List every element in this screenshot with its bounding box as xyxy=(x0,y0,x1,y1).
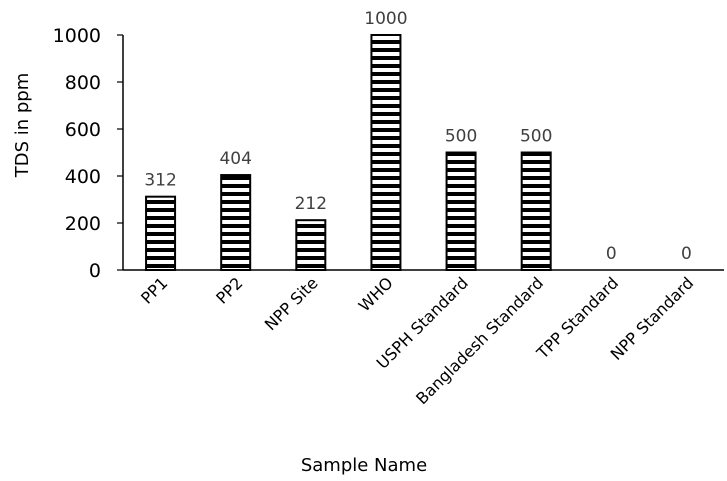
bars: 312 404 212 1000 500 500 0 0 xyxy=(144,9,692,271)
y-tick-label: 0 xyxy=(89,260,101,282)
bar-who xyxy=(370,34,402,271)
y-tick-label: 400 xyxy=(65,166,101,188)
data-label: 212 xyxy=(295,194,327,214)
x-tick-label: PP2 xyxy=(212,273,246,307)
bar-usph-standard xyxy=(445,151,477,271)
x-axis-title: Sample Name xyxy=(301,455,427,476)
data-label: 1000 xyxy=(364,9,407,29)
y-tick-label: 200 xyxy=(65,213,101,235)
bar-npp-site xyxy=(295,219,327,271)
data-label: 0 xyxy=(681,244,692,264)
y-axis: 0 200 400 600 800 1000 xyxy=(53,25,124,282)
data-label: 312 xyxy=(144,171,176,191)
y-tick-label: 800 xyxy=(65,72,101,94)
bar-bangladesh-standard xyxy=(520,151,552,271)
y-tick-label: 1000 xyxy=(53,25,101,47)
x-tick-label: NPP Site xyxy=(261,273,322,334)
y-axis-title: TDS in ppm xyxy=(12,73,33,179)
x-tick-label: Bangladesh Standard xyxy=(412,273,547,408)
data-label: 500 xyxy=(520,127,552,147)
y-tick-label: 600 xyxy=(65,119,101,141)
bar-pp1 xyxy=(145,195,177,271)
data-label: 500 xyxy=(445,127,477,147)
x-tick-label: PP1 xyxy=(137,273,171,307)
bar-pp2 xyxy=(220,174,252,271)
x-tick-label: WHO xyxy=(355,273,397,315)
data-label: 0 xyxy=(606,244,617,264)
data-label: 404 xyxy=(219,149,251,169)
